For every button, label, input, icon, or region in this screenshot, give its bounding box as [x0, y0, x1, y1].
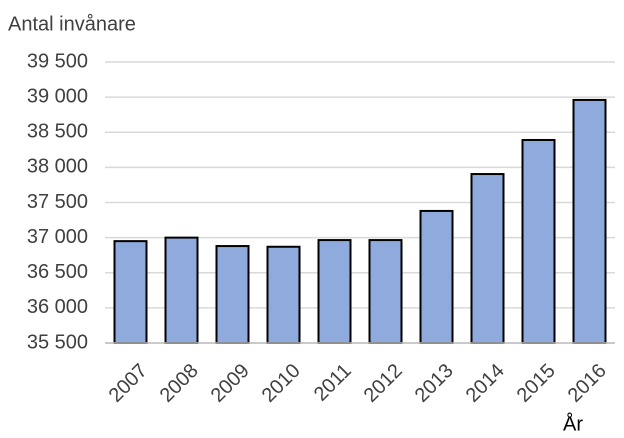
- y-tick-label: 35 500: [27, 331, 88, 353]
- bar: [470, 173, 505, 344]
- bar: [266, 245, 301, 345]
- x-tick-label: 2014: [462, 360, 509, 407]
- bar: [368, 239, 403, 345]
- bar: [164, 236, 199, 344]
- x-axis-label: År: [563, 412, 583, 435]
- bar: [215, 245, 250, 344]
- x-tick-label: 2016: [564, 360, 611, 407]
- x-tick-label: 2015: [513, 360, 560, 407]
- y-tick-label: 39 000: [27, 85, 88, 107]
- x-tick-label: 2013: [411, 360, 458, 407]
- y-tick-label: 37 000: [27, 226, 88, 248]
- x-tick-label: 2007: [105, 360, 152, 407]
- y-tick-label: 39 500: [27, 50, 88, 72]
- y-tick-label: 38 500: [27, 121, 88, 143]
- x-tick-label: 2010: [258, 360, 305, 407]
- y-tick-label: 38 000: [27, 156, 88, 178]
- bar: [572, 98, 607, 344]
- x-tick-label: 2009: [207, 360, 254, 407]
- x-tick-label: 2012: [360, 360, 407, 407]
- x-tick-label: 2008: [156, 360, 203, 407]
- bar: [419, 209, 454, 344]
- bar: [317, 239, 352, 345]
- y-axis-label: Antal invånare: [8, 13, 136, 35]
- bar: [113, 240, 148, 344]
- y-tick-label: 37 500: [27, 191, 88, 213]
- x-tick-label: 2011: [310, 360, 356, 406]
- y-tick-label: 36 500: [27, 261, 88, 283]
- y-tick-label: 36 000: [27, 296, 88, 318]
- bar: [521, 138, 556, 344]
